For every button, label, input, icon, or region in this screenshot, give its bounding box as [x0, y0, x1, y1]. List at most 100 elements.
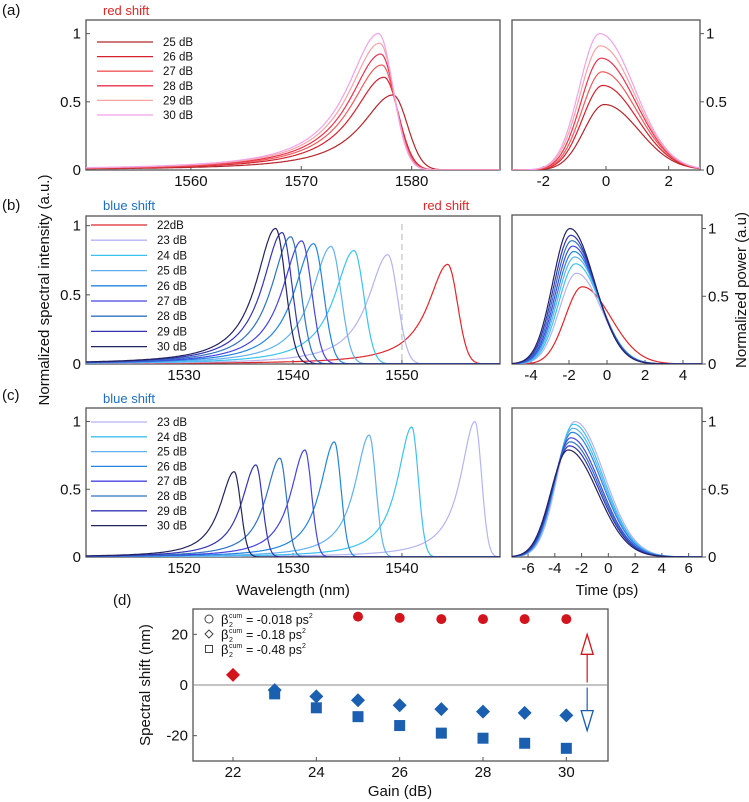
- a-spectrum-axes-box: [85, 19, 501, 171]
- y-tick-label: 1: [73, 414, 81, 431]
- x-tick-label: 1530: [276, 560, 309, 577]
- y-tick-label: 1: [73, 218, 81, 235]
- c-pulse-plot: -6 -4 -2 0 2 4 600.51: [511, 407, 729, 577]
- legend-label: 22dB: [157, 220, 184, 232]
- y-axis-label-shift: Spectral shift (nm): [137, 624, 154, 746]
- y-tick-label: 0.5: [60, 481, 81, 498]
- data-point-square: [205, 645, 213, 653]
- series-line-24dB: [86, 426, 500, 557]
- y-tick-label: 0.5: [706, 94, 727, 111]
- legend-label: 25 dB: [157, 266, 187, 278]
- x-tick-label: 2: [641, 367, 649, 384]
- y-tick-label: 1: [708, 221, 716, 238]
- data-point-diamond: [476, 704, 490, 719]
- data-point-circle: [478, 614, 488, 625]
- y-tick-label: 1: [73, 26, 81, 43]
- x-axis-label-wavelength: Wavelength (nm): [236, 582, 350, 599]
- data-point-square: [394, 720, 406, 732]
- legend-label: 27 dB: [157, 296, 187, 308]
- y-axis-label-power: Normalized power (a.u): [733, 212, 749, 368]
- d-shift-series-group: [193, 611, 608, 754]
- series-line-30dB: [86, 227, 500, 364]
- x-tick-label: 2: [631, 560, 639, 577]
- y-tick-label: 20: [171, 626, 188, 643]
- legend-label: 26 dB: [157, 461, 187, 473]
- x-tick-label: 1530: [167, 367, 200, 384]
- y-tick-label: 0: [180, 677, 188, 694]
- series-line-24dB: [86, 250, 500, 364]
- series-line-29dB: [512, 45, 700, 170]
- series-line-26dB: [86, 243, 500, 364]
- data-point-diamond: [559, 708, 574, 723]
- legend-label: 24 dB: [157, 432, 187, 444]
- data-point-square: [352, 711, 364, 723]
- b-pulse-plot: -4 -2 0 2 4 0 0.5 1: [511, 214, 729, 384]
- legend-label: βcum 2 = -0.48 ps2: [221, 642, 306, 659]
- series-line-23dB: [86, 420, 500, 557]
- x-tick-label: 0: [602, 173, 610, 190]
- x-tick-label: -4: [524, 367, 537, 384]
- data-point-diamond: [309, 689, 324, 704]
- series-line-25dB: [86, 94, 500, 170]
- arrow-up-icon: [580, 632, 595, 683]
- legend-label: 29 dB: [163, 95, 193, 107]
- series-line-28dB: [86, 457, 500, 557]
- legend-label: βcum 2 = -0.18 ps2: [221, 627, 306, 644]
- data-point-square: [477, 732, 489, 744]
- b-pulse-series-group: [512, 227, 702, 364]
- legend-label: 26 dB: [157, 281, 187, 293]
- c-spectrum-plot: 1520 1530 1540 0 0.5 1 23 dB 24 dB 25 dB 26 dB 27 …: [60, 407, 501, 577]
- data-point-square: [519, 737, 531, 749]
- x-tick-label: 2: [664, 173, 672, 190]
- panel-label-b: (b): [2, 197, 20, 214]
- x-tick-label: 24: [308, 764, 325, 781]
- legend-label: 27 dB: [163, 66, 193, 78]
- annotation-red-shift-a: red shift: [103, 3, 150, 18]
- legend-label: 25 dB: [157, 447, 187, 459]
- series-line-27dB: [86, 240, 500, 364]
- x-tick-label: 1520: [167, 560, 200, 577]
- a-spectrum-series-group: [86, 32, 500, 170]
- arrow-down-icon: [580, 687, 595, 733]
- data-point-circle: [561, 614, 572, 625]
- x-tick-label: -6: [521, 560, 534, 577]
- legend-label: 28 dB: [157, 491, 187, 503]
- x-axis-label-time: Time (ps): [576, 582, 639, 599]
- x-tick-label: 4: [658, 560, 666, 577]
- annotation-blue-shift-b: blue shift: [103, 198, 155, 213]
- y-tick-label: 1: [706, 26, 714, 43]
- panel-label-a: (a): [2, 2, 20, 19]
- y-tick-label: 0.5: [708, 288, 729, 305]
- series-line-23dB: [512, 420, 702, 557]
- annotation-blue-shift-c: blue shift: [103, 391, 155, 406]
- series-line-25dB: [512, 103, 700, 170]
- data-point-circle: [436, 614, 447, 625]
- c-pulse-series-group: [512, 420, 702, 557]
- legend-label: 25 dB: [163, 37, 193, 49]
- panel-label-c: (c): [2, 387, 20, 404]
- data-point-square: [269, 688, 281, 700]
- series-line-30dB: [512, 449, 702, 557]
- x-tick-label: -2: [575, 560, 588, 577]
- data-point-diamond: [351, 693, 365, 708]
- x-axis-label-gain: Gain (dB): [368, 783, 432, 800]
- a-pulse-plot: -2 0 2 0 0.5 1: [511, 19, 727, 190]
- a-pulse-series-group: [512, 33, 700, 170]
- series-line-30dB: [512, 33, 700, 170]
- legend-label: 23 dB: [157, 235, 187, 247]
- y-tick-label: 0: [708, 549, 716, 566]
- b-spectrum-series-group: [86, 224, 500, 364]
- x-tick-label: 0: [603, 367, 611, 384]
- legend-label: 30 dB: [157, 342, 187, 354]
- x-tick-label: 1570: [285, 173, 318, 190]
- x-tick-label: 28: [475, 764, 492, 781]
- c-spectrum-series-group: [86, 420, 500, 557]
- x-tick-label: 1540: [385, 560, 418, 577]
- b-spectrum-plot: 1530 1540 1550 0 0.5 1 22dB 23 dB 24 dB 25 dB 26 d…: [60, 215, 501, 384]
- x-tick-label: 1540: [276, 367, 309, 384]
- x-tick-label: -2: [537, 173, 550, 190]
- series-line-26dB: [86, 441, 500, 557]
- series-line-29dB: [86, 464, 500, 557]
- legend-label: 28 dB: [163, 81, 193, 93]
- x-tick-label: -4: [548, 560, 561, 577]
